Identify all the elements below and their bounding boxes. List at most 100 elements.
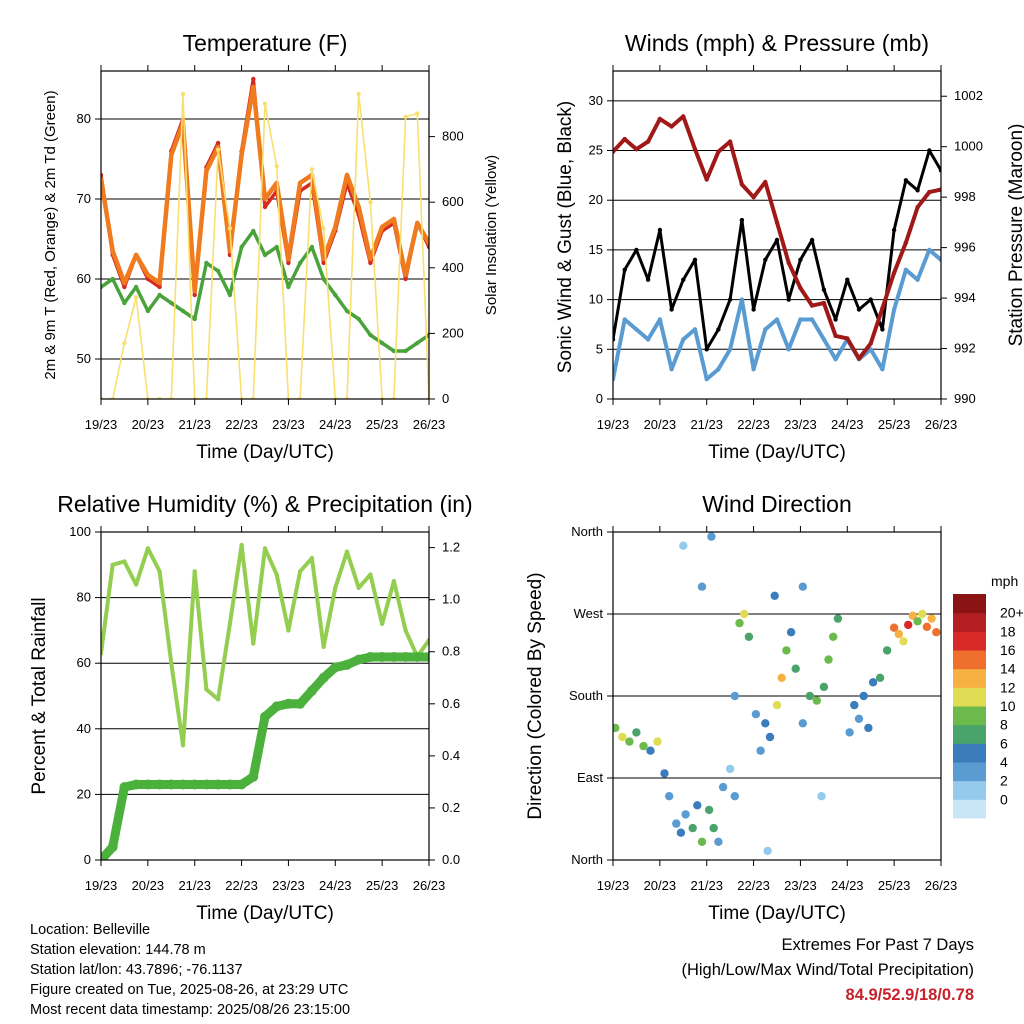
temperature-point-solar-insolation <box>356 91 361 97</box>
temperature-x-tick-label: 22/23 <box>225 417 258 432</box>
winds-point-station-pressure <box>845 336 850 341</box>
temperature-y-tick-label: 50 <box>77 351 91 366</box>
direction-point <box>679 541 688 550</box>
temperature-y2-tick-label: 600 <box>442 194 464 209</box>
humidity-y2-tick-label: 1.0 <box>442 592 460 607</box>
location-text: Location: Belleville <box>30 922 151 938</box>
humidity-point-relative-humidity <box>321 644 326 649</box>
direction-point <box>817 792 826 801</box>
humidity-point-total-precipitation <box>154 779 165 790</box>
temperature-point-9m-t <box>110 248 115 254</box>
winds-point-wind <box>786 347 791 352</box>
direction-point <box>918 609 927 619</box>
humidity-x-tick-label: 21/23 <box>178 878 211 893</box>
winds-point-station-pressure <box>634 147 639 152</box>
temperature-point-solar-insolation <box>274 163 279 169</box>
temperature-point-9m-t <box>122 280 127 286</box>
temperature-point-2m-td <box>262 252 268 258</box>
humidity-point-total-precipitation <box>400 652 411 662</box>
temperature-point-9m-t <box>169 152 174 158</box>
temperature-point-2m-td <box>403 348 408 354</box>
direction-point <box>697 582 707 591</box>
winds-point-station-pressure <box>868 341 873 346</box>
winds-point-station-pressure <box>915 205 920 210</box>
direction-point <box>864 723 873 733</box>
temperature-point-2m-t <box>122 284 127 290</box>
extremes-values: 84.9/52.9/18/0.78 <box>845 986 974 1004</box>
temperature-x-tick-label: 26/23 <box>413 417 446 432</box>
direction-point <box>819 682 829 692</box>
humidity-point-total-precipitation <box>178 779 188 790</box>
winds-point-wind <box>657 317 663 322</box>
humidity-point-total-precipitation <box>119 782 130 793</box>
direction-colorbar-cell <box>953 724 986 744</box>
winds-point-wind <box>915 277 920 282</box>
winds-point-station-pressure <box>763 179 768 185</box>
winds-point-wind <box>763 327 768 332</box>
temperature-x-tick-label: 25/23 <box>366 417 399 432</box>
direction-point <box>707 532 716 541</box>
temperature-y-tick-label: 70 <box>77 191 91 206</box>
temperature-point-2m-td <box>297 260 303 266</box>
humidity-point-relative-humidity <box>274 572 279 577</box>
temperature-point-2m-td <box>204 260 209 266</box>
direction-colorbar-label: 4 <box>1000 754 1008 770</box>
humidity-point-relative-humidity <box>403 628 408 633</box>
winds-x-tick-label: 21/23 <box>690 417 723 432</box>
winds-point-gust <box>868 297 873 302</box>
latlon-text: Station lat/lon: 43.7896; -76.1137 <box>30 962 243 978</box>
winds-point-station-pressure <box>798 285 803 291</box>
humidity-point-total-precipitation <box>101 855 106 860</box>
temperature-point-9m-t <box>368 256 373 262</box>
humidity-point-relative-humidity <box>286 628 291 633</box>
humidity-point-total-precipitation <box>388 652 399 662</box>
humidity-point-total-precipitation <box>131 779 142 790</box>
winds-point-wind <box>798 317 803 322</box>
winds-point-gust <box>915 188 920 193</box>
direction-point <box>922 622 932 631</box>
direction-colorbar-label: 10 <box>1000 698 1016 714</box>
direction-point <box>714 837 723 846</box>
humidity-point-relative-humidity <box>157 569 162 574</box>
temperature-plot-frame <box>100 70 430 400</box>
temperature-point-2m-t <box>321 260 326 266</box>
humidity-point-relative-humidity <box>356 585 361 590</box>
humidity-point-relative-humidity <box>368 572 373 577</box>
temperature-point-solar-insolation <box>215 147 221 152</box>
winds-point-wind <box>739 297 745 302</box>
temperature-point-solar-insolation <box>309 167 315 172</box>
recent-text: Most recent data timestamp: 2025/08/26 2… <box>30 1002 351 1018</box>
direction-point <box>882 646 892 655</box>
winds-point-station-pressure <box>927 189 932 195</box>
humidity-x-tick-label: 25/23 <box>366 878 399 893</box>
winds-y2-tick-label: 994 <box>954 290 976 305</box>
direction-point <box>777 673 786 682</box>
temperature-point-9m-t <box>321 256 326 262</box>
humidity-x-tick-label: 19/23 <box>85 878 118 893</box>
direction-point <box>824 655 833 664</box>
temperature-point-9m-t <box>157 280 162 286</box>
direction-point <box>676 828 686 837</box>
winds-point-wind <box>891 307 897 312</box>
winds-point-station-pressure <box>809 303 815 308</box>
temperature-point-2m-td <box>321 276 326 282</box>
direction-plot-frame <box>612 531 942 861</box>
direction-point <box>704 805 714 815</box>
temperature-point-2m-td <box>239 244 244 250</box>
humidity-point-total-precipitation <box>342 659 352 670</box>
winds-point-gust <box>891 227 897 233</box>
direction-y-tick-label: East <box>577 770 603 785</box>
direction-ylabel: Direction (Colored By Speed) <box>525 572 546 819</box>
humidity-point-relative-humidity <box>309 556 315 561</box>
winds-y-tick-label: 15 <box>589 242 603 257</box>
winds-y-tick-label: 25 <box>589 143 603 158</box>
winds-point-gust <box>856 307 862 312</box>
winds-ylabel: Sonic Wind & Gust (Blue, Black) <box>555 101 576 373</box>
winds-point-wind <box>645 337 651 342</box>
winds-point-station-pressure <box>681 114 686 119</box>
temperature-y-tick-label: 60 <box>77 271 91 286</box>
winds-point-gust <box>927 148 932 153</box>
direction-point <box>772 700 782 710</box>
temperature-point-solar-insolation <box>403 114 408 120</box>
humidity-series-total-precipitation <box>101 652 429 860</box>
